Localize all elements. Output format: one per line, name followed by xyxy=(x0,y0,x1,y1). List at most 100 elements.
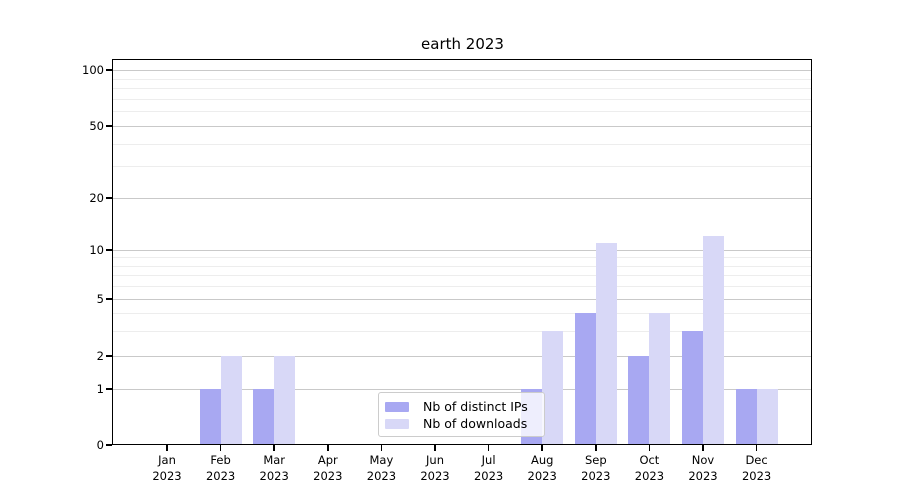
y-tick-label-100: 100 xyxy=(82,63,104,77)
bar-nb-of-downloads-dec-2023 xyxy=(756,389,778,445)
bar-nb-of-downloads-nov-2023 xyxy=(703,236,724,445)
x-tick-label-month-jun: Jun xyxy=(426,453,444,467)
x-tick-jun-2023 xyxy=(434,445,436,451)
x-tick-label-jul-2023: Jul 2023 xyxy=(457,453,521,484)
y-tick-label-5: 5 xyxy=(96,292,104,306)
bar-nb-of-distinct-ips-sep-2023 xyxy=(574,312,596,445)
chart-title: earth 2023 xyxy=(421,35,504,53)
y-tick-50 xyxy=(106,125,112,127)
x-tick-jul-2023 xyxy=(487,445,490,451)
y-tick-label-10: 10 xyxy=(89,243,104,257)
x-tick-sep-2023 xyxy=(595,445,597,451)
y-tick-2 xyxy=(106,355,112,357)
x-tick-label-dec-2023: Dec 2023 xyxy=(725,453,789,484)
y-tick-label-20: 20 xyxy=(89,191,104,205)
y-tick-0 xyxy=(106,444,112,446)
x-tick-jan-2023 xyxy=(166,445,168,451)
gridline-minor-30 xyxy=(113,166,812,168)
x-tick-label-jan-2023: Jan 2023 xyxy=(135,453,199,484)
x-tick-label-month-may: May xyxy=(369,453,394,467)
gridline-major-5 xyxy=(113,299,812,300)
y-tick-label-50: 50 xyxy=(89,119,104,133)
bar-nb-of-downloads-sep-2023 xyxy=(595,242,617,445)
x-tick-feb-2023 xyxy=(219,445,222,451)
x-tick-label-year-mar: 2023 xyxy=(259,468,289,483)
gridline-major-1 xyxy=(113,389,812,390)
x-tick-dec-2023 xyxy=(755,445,758,451)
y-tick-label-2: 2 xyxy=(96,349,104,363)
gridline-minor-6 xyxy=(113,286,812,288)
y-tick-label-1: 1 xyxy=(96,382,104,396)
gridline-minor-4 xyxy=(113,312,812,314)
x-tick-label-year-apr: 2023 xyxy=(313,468,343,483)
gridline-minor-90 xyxy=(113,78,812,80)
gridline-minor-7 xyxy=(113,275,812,277)
y-tick-100 xyxy=(106,69,112,71)
y-tick-10 xyxy=(106,249,112,251)
x-tick-label-year-feb: 2023 xyxy=(205,468,236,483)
x-tick-label-year-sep: 2023 xyxy=(581,468,611,483)
x-tick-label-month-apr: Apr xyxy=(317,453,338,467)
bar-nb-of-distinct-ips-mar-2023 xyxy=(253,389,275,445)
x-tick-apr-2023 xyxy=(327,445,329,451)
legend: Nb of distinct IPs Nb of downloads xyxy=(378,392,545,437)
gridline-minor-8 xyxy=(113,265,812,267)
x-tick-label-month-jul: Jul xyxy=(481,453,496,467)
x-tick-label-month-dec: Dec xyxy=(745,453,768,467)
x-tick-label-month-sep: Sep xyxy=(584,453,607,467)
legend-label-nb-of-downloads: Nb of downloads xyxy=(423,416,528,431)
x-tick-label-oct-2023: Oct 2023 xyxy=(617,453,681,484)
x-tick-label-year-jun: 2023 xyxy=(420,468,450,483)
bar-nb-of-distinct-ips-nov-2023 xyxy=(682,330,703,445)
legend-item-nb-of-downloads: Nb of downloads xyxy=(385,415,536,432)
bar-nb-of-downloads-aug-2023 xyxy=(542,330,564,445)
gridline-minor-80 xyxy=(113,88,812,90)
gridline-minor-3 xyxy=(113,330,812,332)
gridline-minor-40 xyxy=(113,143,812,145)
gridline-major-2 xyxy=(113,356,812,357)
y-tick-label-0: 0 xyxy=(96,438,104,452)
gridline-minor-70 xyxy=(113,98,812,100)
x-tick-aug-2023 xyxy=(541,445,543,451)
plot-area xyxy=(113,60,812,445)
x-tick-label-year-dec: 2023 xyxy=(741,468,772,483)
bar-nb-of-downloads-mar-2023 xyxy=(274,356,296,445)
x-tick-label-month-nov: Nov xyxy=(691,453,715,467)
x-tick-label-may-2023: May 2023 xyxy=(349,453,413,484)
x-tick-may-2023 xyxy=(380,445,383,451)
x-tick-label-month-oct: Oct xyxy=(639,453,660,467)
x-tick-label-sep-2023: Sep 2023 xyxy=(564,453,628,484)
gridline-major-50 xyxy=(113,126,812,127)
x-tick-label-feb-2023: Feb 2023 xyxy=(189,453,253,484)
bar-nb-of-downloads-oct-2023 xyxy=(649,312,671,445)
x-tick-label-month-jan: Jan xyxy=(158,453,176,467)
legend-swatch-nb-of-distinct-ips xyxy=(385,401,409,412)
x-tick-label-year-may: 2023 xyxy=(366,468,397,483)
gridline-major-20 xyxy=(113,198,812,199)
x-tick-label-jun-2023: Jun 2023 xyxy=(403,453,467,484)
x-tick-nov-2023 xyxy=(702,445,704,451)
gridline-major-10 xyxy=(113,250,812,251)
x-tick-label-month-feb: Feb xyxy=(210,453,231,467)
bar-nb-of-distinct-ips-feb-2023 xyxy=(199,389,221,445)
x-tick-oct-2023 xyxy=(648,445,651,451)
x-tick-label-apr-2023: Apr 2023 xyxy=(296,453,360,484)
legend-label-nb-of-distinct-ips: Nb of distinct IPs xyxy=(423,399,528,414)
x-tick-label-year-nov: 2023 xyxy=(688,468,718,483)
gridline-minor-9 xyxy=(113,257,812,259)
bar-nb-of-downloads-feb-2023 xyxy=(220,356,242,445)
x-tick-label-year-jul: 2023 xyxy=(473,468,504,483)
x-tick-label-year-oct: 2023 xyxy=(634,468,665,483)
x-tick-label-month-mar: Mar xyxy=(263,453,286,467)
x-tick-label-mar-2023: Mar 2023 xyxy=(242,453,306,484)
x-tick-label-aug-2023: Aug 2023 xyxy=(510,453,574,484)
y-tick-1 xyxy=(106,388,112,390)
legend-swatch-nb-of-downloads xyxy=(385,418,409,429)
y-tick-20 xyxy=(106,197,112,199)
x-tick-label-nov-2023: Nov 2023 xyxy=(671,453,735,484)
x-tick-mar-2023 xyxy=(273,445,275,451)
bar-nb-of-distinct-ips-dec-2023 xyxy=(735,389,757,445)
x-tick-label-year-aug: 2023 xyxy=(527,468,557,483)
gridline-minor-60 xyxy=(113,111,812,113)
